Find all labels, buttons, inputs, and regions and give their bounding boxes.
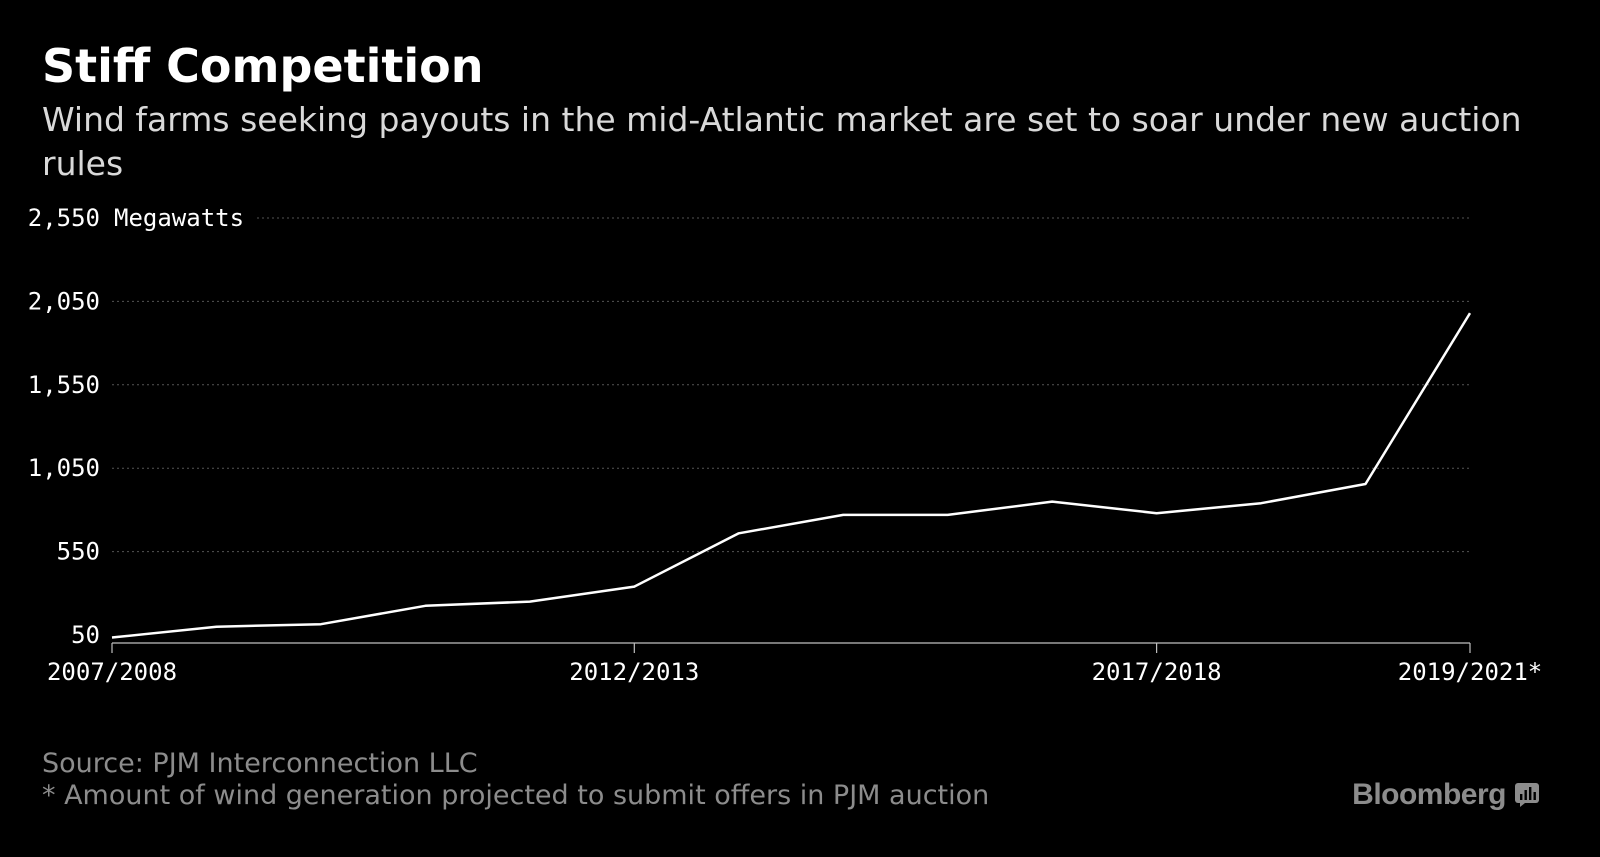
y-tick-label: 1,050: [28, 454, 100, 482]
footnote: * Amount of wind generation projected to…: [42, 780, 990, 811]
source-note: Source: PJM Interconnection LLC: [42, 748, 478, 779]
chart-footer: Source: PJM Interconnection LLC * Amount…: [42, 748, 989, 812]
brand-name: Bloomberg: [1352, 778, 1506, 811]
bloomberg-terminal-icon: [1515, 783, 1539, 807]
y-tick-label: 550: [57, 538, 100, 566]
chart-subtitle: Wind farms seeking payouts in the mid-At…: [42, 100, 1522, 183]
x-tick-label: 2007/2008: [47, 658, 177, 686]
y-tick-label: 1,550: [28, 371, 100, 399]
x-tick-label: 2017/2018: [1092, 658, 1222, 686]
series-line: [111, 312, 1472, 639]
chart-title: Stiff Competition: [42, 39, 484, 93]
y-tick-label: 2,550: [28, 204, 100, 232]
y-tick-label: 2,050: [28, 287, 100, 315]
y-unit-label: Megawatts: [114, 204, 244, 232]
y-tick-label: 50: [71, 621, 100, 649]
x-tick-label: 2019/2021*: [1398, 658, 1543, 686]
x-tick-label: 2012/2013: [569, 658, 699, 686]
bloomberg-logo: Bloomberg: [1352, 778, 1540, 812]
